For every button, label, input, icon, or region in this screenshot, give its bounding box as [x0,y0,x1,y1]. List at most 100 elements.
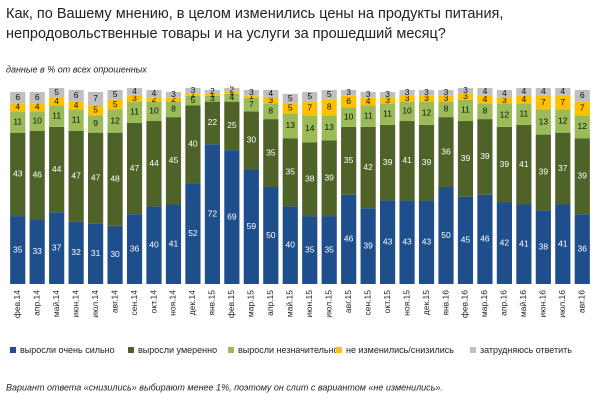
bar-segment [418,200,435,284]
bar-segment [438,187,454,284]
value-label: 4 [15,102,20,112]
bar-segment [29,219,45,284]
value-label: 3 [366,89,371,99]
value-label: 45 [169,155,179,165]
value-label: 11 [461,105,470,115]
value-label: 4 [74,100,79,110]
value-label: 2 [171,94,176,104]
bar-segment [88,91,104,106]
bar-segment [496,126,512,203]
bar-segment [10,216,26,284]
value-label: 10 [402,106,412,116]
value-label: 33 [32,246,42,256]
bar-segment [146,101,162,122]
x-tick-label: июн.15 [304,290,314,318]
value-label: 9 [93,118,98,128]
value-label: 39 [461,153,471,163]
x-tick-label: янв.16 [440,290,450,316]
value-label: 59 [247,221,257,231]
bar-segment [302,216,318,284]
value-label: 4 [502,88,507,98]
bar-segment [535,109,551,135]
bar-segment [10,91,26,104]
bar-segment [68,130,84,222]
value-label: 7 [249,99,254,109]
value-label: 35 [286,167,296,177]
value-label: 45 [461,235,471,245]
value-label: 35 [266,147,276,157]
value-label: 38 [305,173,315,183]
bar-segment [418,101,435,125]
value-label: 43 [13,169,23,179]
bar-segment [165,97,182,102]
value-label: 4 [366,96,371,106]
bar-segment [399,95,415,102]
value-label: 52 [188,228,198,238]
x-tick-label: фев.14 [12,290,22,318]
value-label: 39 [500,159,510,169]
value-label: 4 [35,102,40,112]
bar-segment [555,132,571,205]
bar-segment [574,138,590,215]
value-label: 35 [324,244,334,254]
value-label: 3 [171,89,176,99]
bar-segment [263,97,279,104]
bar-segment [535,210,551,284]
value-label: 31 [91,248,101,258]
value-label: 7 [560,97,565,107]
x-tick-label: мар.16 [479,290,489,317]
value-label: 2 [229,84,234,94]
bar-segment [49,212,65,284]
value-label: 40 [149,239,159,249]
value-label: 41 [402,155,412,165]
bar-segment [438,90,454,96]
value-label: 6 [35,92,40,102]
value-label: 1 [210,89,215,99]
bar-segment [516,124,532,205]
legend-label: не изменились/снизились [346,345,454,355]
bar-segment [146,206,162,284]
value-label: 41 [519,159,529,169]
bar-segment [224,150,240,284]
legend-label: выросли умеренно [138,345,217,355]
value-label: 6 [580,90,585,100]
x-tick-label: авг.14 [109,290,119,313]
bar-segment [380,91,396,98]
bar-segment [574,101,590,116]
bar-segment [88,105,104,116]
bar-segment [126,101,143,123]
x-tick-label: сен.14 [129,290,139,316]
value-label: 3 [502,95,507,105]
bar-segment [399,200,415,284]
bar-segment [555,204,571,284]
bar-segment [438,101,454,118]
bar-segment [399,90,415,96]
bar-segment [341,107,357,127]
value-label: 1 [229,87,234,97]
bar-segment [321,99,337,116]
bar-segment [165,117,182,205]
bar-segment [68,109,84,131]
value-label: 13 [286,120,296,130]
bar-segment [165,204,182,284]
bar-segment [263,103,279,120]
value-label: 46 [32,170,42,180]
value-label: 37 [558,163,568,173]
value-label: 44 [149,158,159,168]
chart-title: непродовольственные товары и на услуги з… [6,26,446,42]
legend-label: выросли очень сильно [20,345,115,355]
bar-segment [88,223,104,284]
bar-segment [496,103,512,127]
value-label: 4 [521,94,526,104]
value-label: 6 [346,96,351,106]
x-tick-label: дек.15 [421,290,431,315]
legend-label: выросли незначительно [238,345,339,355]
bar-segment [555,109,571,133]
value-label: 10 [32,115,42,125]
bar-segment [185,95,201,106]
bar-segment [224,88,240,92]
bar-segment [399,101,415,122]
value-label: 43 [402,237,412,247]
bar-segment [477,119,493,195]
legend-swatch [128,347,134,353]
